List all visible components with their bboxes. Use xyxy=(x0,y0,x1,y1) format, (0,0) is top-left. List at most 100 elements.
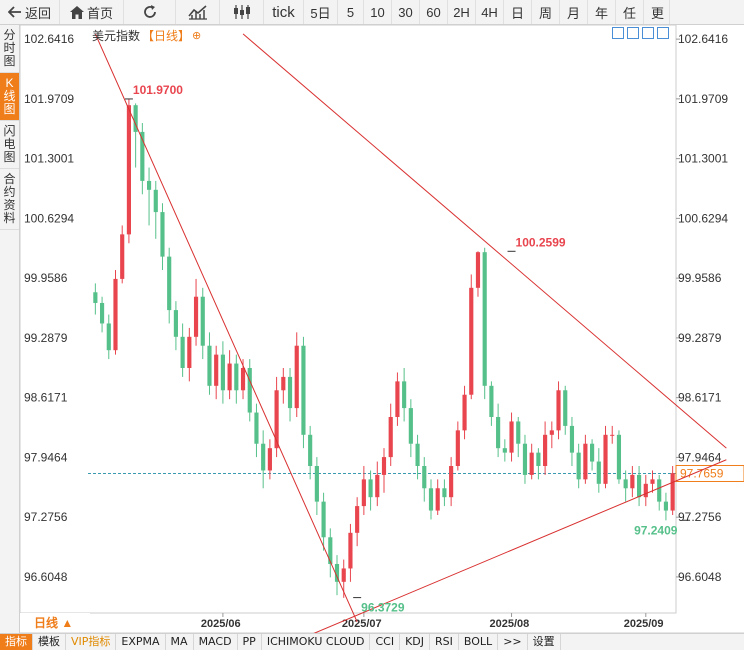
candle-body xyxy=(657,479,662,502)
candle-body xyxy=(449,466,454,498)
x-tick-label: 2025/07 xyxy=(342,618,382,630)
candle-type-button[interactable] xyxy=(220,0,264,24)
more-button[interactable]: 更 xyxy=(644,0,670,24)
tab-ma[interactable]: MA xyxy=(166,634,194,650)
sidebar-item-label: 分时图 xyxy=(3,28,16,68)
candle-body xyxy=(240,368,246,391)
y-tick-label-right: 98.6171 xyxy=(678,391,722,405)
y-tick-label-left: 100.6294 xyxy=(24,211,74,225)
tab-indicator[interactable]: 指标 xyxy=(0,634,33,650)
period-year-button[interactable]: 年 xyxy=(588,0,616,24)
home-button[interactable]: 首页 xyxy=(60,0,124,24)
tab-rsi[interactable]: RSI xyxy=(430,634,459,650)
period-4h-button[interactable]: 4H xyxy=(476,0,504,24)
tab-pp[interactable]: PP xyxy=(238,634,262,650)
candlestick-chart[interactable]: 102.6416 102.6416 101.9709 101.9709 101.3001… xyxy=(19,24,744,650)
period-60m-button[interactable]: 60 xyxy=(420,0,448,24)
tab-vip-indicator[interactable]: VIP指标 xyxy=(66,634,117,650)
sidebar-item-flash[interactable]: 闪电图 xyxy=(0,121,19,169)
candle-body xyxy=(529,452,534,475)
chart-header: 美元指数 【日线】 ⊕ xyxy=(92,27,201,44)
candle-body xyxy=(93,292,98,303)
scroll-end-icon[interactable] xyxy=(657,27,669,39)
period-day-button[interactable]: 日 xyxy=(504,0,532,24)
candle-body xyxy=(509,421,514,453)
plot-frame xyxy=(19,24,677,614)
tab-cci[interactable]: CCI xyxy=(370,634,401,650)
candle-body xyxy=(234,363,239,391)
candle-body xyxy=(355,506,360,533)
x-tick-label: 2025/09 xyxy=(624,618,664,630)
candle-body xyxy=(603,434,608,484)
candle-body xyxy=(516,421,521,444)
y-tick-label-left: 97.2756 xyxy=(24,510,68,524)
candle-body xyxy=(569,425,575,453)
candle-body xyxy=(502,448,507,453)
tab-expma[interactable]: EXPMA xyxy=(116,634,166,650)
period-week-button[interactable]: 周 xyxy=(532,0,560,24)
sidebar-item-timeshare[interactable]: 分时图 xyxy=(0,25,19,73)
y-tick-label-left: 98.6171 xyxy=(24,391,68,405)
tab-more[interactable]: >> xyxy=(498,634,528,650)
current-price-label: 97.7659 xyxy=(680,466,724,480)
tick-button[interactable]: tick xyxy=(264,0,304,24)
y-tick-label-right: 99.2879 xyxy=(678,331,722,345)
period-30m-button[interactable]: 30 xyxy=(392,0,420,24)
extreme-value-label: 101.9700 xyxy=(133,83,183,97)
candle-body xyxy=(361,479,366,507)
sidebar-item-contract[interactable]: 合约资料 xyxy=(0,169,19,230)
candle-body xyxy=(375,474,380,498)
candle-body xyxy=(153,189,158,213)
y-tick-label-right: 97.9464 xyxy=(678,450,722,464)
candle-body xyxy=(308,434,313,466)
chart-settings-icon[interactable]: ⊕ xyxy=(192,30,202,42)
candle-body xyxy=(200,296,205,346)
candle-body xyxy=(388,417,393,458)
period-selector[interactable]: 日线 ▲ xyxy=(20,613,90,632)
candle-body xyxy=(576,452,581,480)
period-2h-button[interactable]: 2H xyxy=(448,0,476,24)
period-custom-button[interactable]: 任 xyxy=(616,0,644,24)
candle-body xyxy=(220,354,225,391)
chart-tool-icons xyxy=(612,27,669,39)
period-10m-button[interactable]: 10 xyxy=(364,0,392,24)
tab-macd[interactable]: MACD xyxy=(194,634,238,650)
period-5m-button[interactable]: 5 xyxy=(338,0,364,24)
candle-body xyxy=(583,443,588,480)
candle-body xyxy=(435,488,440,511)
back-button[interactable]: 返回 xyxy=(0,0,60,24)
candle-body xyxy=(402,381,407,409)
tab-ichimoku[interactable]: ICHIMOKU CLOUD xyxy=(262,634,371,650)
y-tick-label-left: 102.6416 xyxy=(24,32,74,46)
candle-body xyxy=(254,412,259,444)
candle-body xyxy=(428,488,434,511)
candle-body xyxy=(187,336,192,368)
chart-area[interactable]: 102.6416 102.6416 101.9709 101.9709 101.3001… xyxy=(19,24,744,650)
candle-body xyxy=(643,483,648,498)
sidebar-item-kline[interactable]: K线图 xyxy=(0,73,19,121)
tab-boll[interactable]: BOLL xyxy=(459,634,499,650)
tab-kdj[interactable]: KDJ xyxy=(400,634,431,650)
chart-type-button[interactable] xyxy=(176,0,220,24)
top-toolbar: 返回 首页 tick 5日 5 10 30 60 2H 4H 日 周 月 年 任… xyxy=(0,0,744,25)
current-price-tag xyxy=(675,464,744,482)
candle-body xyxy=(455,430,460,466)
zoom-out-icon[interactable] xyxy=(627,27,639,39)
tab-template[interactable]: 模板 xyxy=(33,634,66,650)
candle-body xyxy=(113,278,118,351)
candle-body xyxy=(328,537,333,564)
period-month-button[interactable]: 月 xyxy=(560,0,588,24)
zoom-in-icon[interactable] xyxy=(612,27,624,39)
home-label: 首页 xyxy=(86,5,113,21)
period-5d-button[interactable]: 5日 xyxy=(304,0,338,24)
y-tick-label-left: 96.6048 xyxy=(24,570,68,584)
y-tick-label-left: 97.9464 xyxy=(24,450,68,464)
tab-settings[interactable]: 设置 xyxy=(528,634,561,650)
refresh-button[interactable] xyxy=(124,0,176,24)
candle-body xyxy=(543,434,548,466)
scroll-start-icon[interactable] xyxy=(642,27,654,39)
candle-body xyxy=(475,252,481,288)
instrument-name: 美元指数 xyxy=(92,29,141,43)
x-tick-label: 2025/06 xyxy=(201,618,241,630)
candle-body xyxy=(133,105,138,132)
